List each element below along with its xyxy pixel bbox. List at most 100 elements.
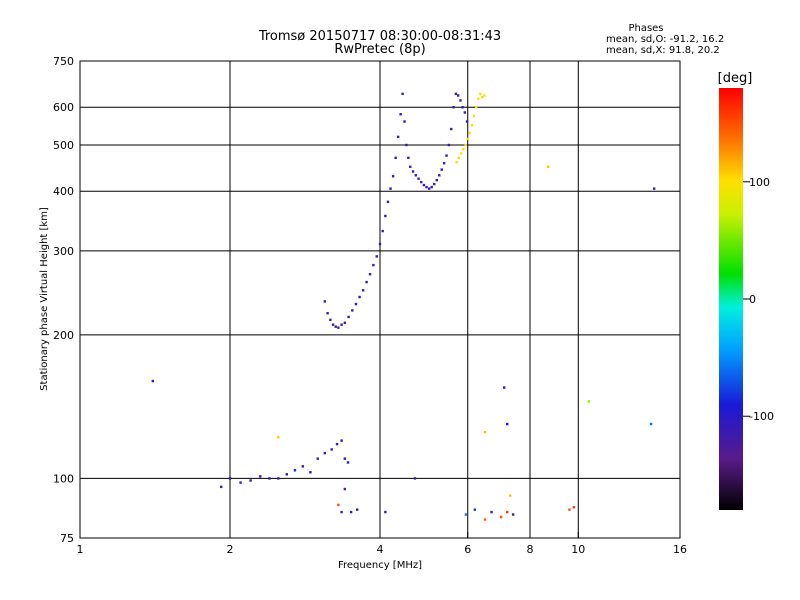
- data-point: [343, 321, 347, 324]
- data-point: [378, 242, 382, 246]
- data-point: [417, 177, 420, 180]
- data-point: [219, 485, 223, 489]
- data-point: [351, 309, 354, 312]
- y-axis-label: Stationary phase Virtual Height [km]: [39, 207, 50, 391]
- data-points: [151, 92, 656, 521]
- data-point: [401, 92, 404, 96]
- y-tick-label: 400: [53, 185, 74, 198]
- data-point: [442, 161, 446, 165]
- data-point: [470, 124, 474, 127]
- data-point: [456, 94, 460, 97]
- data-point: [481, 95, 484, 99]
- grid-lines: [79, 61, 681, 538]
- data-point: [430, 185, 433, 189]
- data-point: [459, 99, 462, 102]
- data-point: [277, 477, 280, 480]
- y-tick-label: 100: [53, 472, 74, 485]
- colorbar-unit-label: [deg]: [718, 71, 753, 86]
- data-point: [466, 137, 469, 141]
- data-point: [425, 185, 428, 189]
- data-point: [375, 255, 378, 258]
- data-point: [396, 135, 400, 139]
- chart-title-line1: Tromsø 20150717 08:30:00-08:31:43: [258, 29, 501, 44]
- data-point: [331, 323, 335, 326]
- data-point: [435, 178, 438, 182]
- y-tick-label: 75: [60, 532, 74, 545]
- data-point: [330, 448, 333, 451]
- data-point: [409, 165, 412, 169]
- data-point: [422, 183, 426, 187]
- data-point: [346, 461, 350, 464]
- data-point: [440, 168, 443, 171]
- data-point: [420, 180, 423, 184]
- data-point: [228, 477, 232, 480]
- data-point: [340, 323, 343, 326]
- x-tick-labels: 1 2 4 6 8 10 16: [77, 543, 688, 556]
- data-point: [463, 111, 467, 114]
- data-point: [405, 143, 408, 147]
- data-point: [239, 481, 242, 484]
- data-point: [349, 510, 353, 514]
- x-tick-label: 16: [673, 543, 687, 556]
- data-point: [445, 154, 448, 157]
- colorbar-ticks: 100 0 -100: [743, 176, 774, 423]
- data-point: [477, 97, 480, 100]
- data-point: [368, 272, 372, 276]
- data-point: [391, 175, 395, 178]
- data-point: [343, 487, 347, 491]
- phases-heading: Phases: [628, 23, 663, 34]
- data-point: [450, 127, 453, 131]
- data-point: [407, 156, 410, 160]
- data-point: [259, 475, 262, 478]
- data-point: [568, 508, 571, 511]
- data-point: [490, 510, 493, 514]
- data-point: [394, 156, 397, 160]
- y-tick-label: 200: [53, 329, 74, 342]
- data-point: [384, 510, 387, 514]
- data-point: [502, 386, 506, 389]
- data-point: [334, 325, 337, 328]
- y-tick-label: 600: [53, 101, 74, 114]
- data-point: [433, 182, 436, 186]
- data-point: [285, 473, 288, 476]
- data-point: [438, 174, 441, 177]
- data-point: [427, 187, 431, 190]
- data-point: [403, 120, 406, 123]
- colorbar-gradient: [719, 88, 743, 510]
- data-point: [389, 187, 392, 190]
- data-point: [326, 311, 329, 315]
- data-point: [347, 315, 350, 319]
- data-point: [329, 318, 332, 322]
- data-point: [151, 379, 155, 383]
- data-point: [413, 477, 417, 480]
- data-point: [475, 106, 478, 109]
- data-point: [508, 494, 512, 497]
- colorbar: [deg] 100 0 -100: [718, 71, 774, 510]
- data-point: [479, 92, 482, 96]
- data-point: [323, 300, 327, 303]
- data-point: [472, 114, 476, 118]
- data-point: [414, 174, 418, 177]
- data-point: [587, 400, 591, 403]
- data-point: [337, 503, 340, 507]
- data-point: [483, 430, 487, 434]
- data-point: [343, 457, 347, 460]
- data-point: [649, 422, 653, 426]
- data-point: [355, 508, 359, 511]
- data-point: [473, 508, 477, 511]
- phases-o-stats: mean, sd,O: -91.2, 16.2: [606, 34, 724, 45]
- data-point: [301, 465, 305, 468]
- x-tick-label: 10: [571, 543, 585, 556]
- phases-x-stats: mean, sd,X: 91.8, 20.2: [606, 45, 720, 56]
- data-point: [511, 513, 515, 516]
- colorbar-tick-label: 0: [749, 293, 756, 306]
- data-point: [323, 451, 327, 455]
- x-axis-label: Frequency [MHz]: [338, 560, 422, 571]
- x-tick-label: 4: [377, 543, 384, 556]
- data-point: [316, 457, 319, 460]
- plot-area: 1 2 4 6 8 10 16 75 100 200 300 400 500 600 750: [53, 55, 687, 556]
- data-point: [399, 113, 402, 116]
- data-point: [372, 263, 375, 267]
- data-point: [505, 510, 509, 514]
